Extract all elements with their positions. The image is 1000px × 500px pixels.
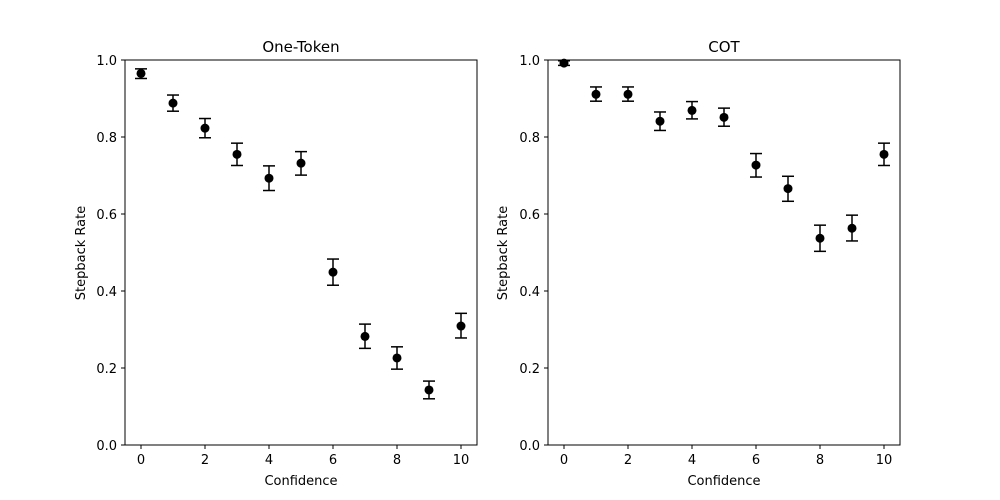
y-axis-label: Stepback Rate — [496, 206, 511, 300]
data-point — [591, 89, 601, 99]
y-tick-label: 0.2 — [519, 362, 540, 377]
y-ticks: 0.0 0.2 0.4 0.6 0.8 1.0 — [519, 54, 548, 454]
data-point — [815, 233, 825, 243]
y-tick-label: 0.0 — [519, 439, 540, 454]
data-point — [168, 98, 178, 108]
data-point — [200, 123, 210, 133]
data-point — [719, 112, 729, 122]
data-point — [623, 89, 633, 99]
x-tick-label: 4 — [688, 453, 696, 468]
y-axis-label: Stepback Rate — [74, 206, 89, 300]
chart-title: COT — [708, 38, 740, 56]
y-tick-label: 0.8 — [96, 131, 117, 146]
data-point — [456, 321, 466, 331]
data-point — [847, 223, 857, 233]
data-point — [328, 267, 338, 277]
data-point — [392, 353, 402, 363]
panel-one-token: One-Token Confidence Stepback Rate 0 2 4 6 8… — [74, 38, 478, 489]
y-tick-label: 1.0 — [519, 54, 540, 69]
plot-area — [124, 59, 478, 446]
x-axis-label: Confidence — [264, 474, 337, 489]
y-tick-label: 1.0 — [96, 54, 117, 69]
x-tick-label: 2 — [624, 453, 632, 468]
data-points — [558, 58, 890, 253]
x-tick-label: 0 — [560, 453, 568, 468]
data-point — [136, 68, 146, 78]
data-point — [424, 385, 434, 395]
data-point — [232, 149, 242, 159]
x-tick-label: 8 — [393, 453, 401, 468]
data-point — [655, 116, 665, 126]
x-tick-label: 6 — [329, 453, 337, 468]
data-point — [879, 149, 889, 159]
data-points — [135, 68, 467, 400]
x-tick-label: 2 — [201, 453, 209, 468]
y-tick-label: 0.2 — [96, 362, 117, 377]
x-ticks: 0 2 4 6 8 10 — [560, 445, 892, 468]
x-tick-label: 10 — [876, 453, 893, 468]
x-ticks: 0 2 4 6 8 10 — [137, 445, 469, 468]
y-tick-label: 0.0 — [96, 439, 117, 454]
y-tick-label: 0.4 — [519, 285, 540, 300]
y-tick-label: 0.4 — [96, 285, 117, 300]
y-tick-label: 0.6 — [519, 208, 540, 223]
y-ticks: 0.0 0.2 0.4 0.6 0.8 1.0 — [96, 54, 125, 454]
plot-area — [547, 59, 901, 446]
data-point — [783, 184, 793, 194]
data-point — [360, 331, 370, 341]
x-axis-label: Confidence — [687, 474, 760, 489]
data-point — [687, 105, 697, 115]
x-tick-label: 0 — [137, 453, 145, 468]
chart-title: One-Token — [262, 38, 339, 56]
panel-cot: COT Confidence Stepback Rate 0 2 4 6 8 10 0.0… — [496, 38, 901, 489]
x-tick-label: 4 — [265, 453, 273, 468]
x-tick-label: 6 — [752, 453, 760, 468]
x-tick-label: 8 — [816, 453, 824, 468]
data-point — [264, 173, 274, 183]
x-tick-label: 10 — [453, 453, 470, 468]
y-tick-label: 0.8 — [519, 131, 540, 146]
data-point — [751, 160, 761, 170]
y-tick-label: 0.6 — [96, 208, 117, 223]
data-point — [559, 58, 569, 68]
data-point — [296, 158, 306, 168]
